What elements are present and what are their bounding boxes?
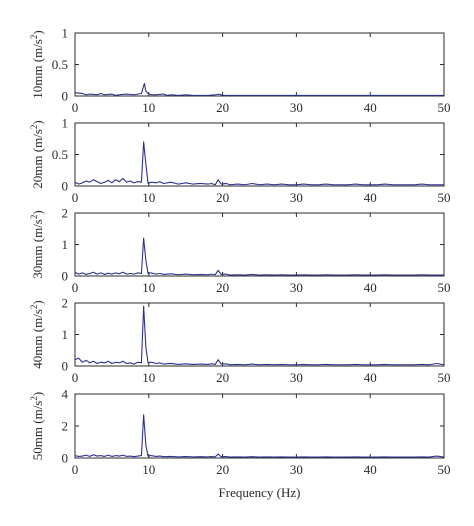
x-tick-label: 30 — [290, 462, 303, 477]
plot-frame — [74, 302, 445, 367]
x-tick-label: 10 — [142, 280, 155, 295]
y-axis-label: 10mm (m/s2) — [29, 30, 45, 98]
spectrum-line — [74, 414, 445, 458]
x-tick-label: 20 — [216, 370, 229, 385]
x-tick-label: 30 — [290, 190, 303, 205]
y-axis-label-unit-close: ) — [30, 30, 45, 34]
x-axis-label: Frequency (Hz) — [219, 485, 301, 500]
y-axis-label-text: 10mm (m/s — [30, 39, 45, 99]
x-tick-label: 50 — [438, 280, 451, 295]
x-tick-label: 0 — [72, 370, 79, 385]
y-tick-label: 0 — [62, 89, 69, 104]
x-tick-label: 20 — [216, 462, 229, 477]
spectrum-line — [74, 237, 444, 276]
y-axis-label-superscript: 2 — [29, 125, 39, 130]
x-tick-label: 0 — [72, 462, 79, 477]
y-axis-label-superscript: 2 — [29, 215, 39, 220]
y-tick-label: 1 — [62, 26, 69, 41]
x-tick-label: 40 — [364, 370, 377, 385]
y-axis-label-unit-close: ) — [30, 210, 45, 214]
x-tick-label: 50 — [438, 190, 451, 205]
y-tick-label: 0 — [62, 269, 69, 284]
y-axis-label: 50mm (m/s2) — [29, 392, 45, 460]
y-tick-label: 0 — [62, 179, 69, 194]
x-tick-label: 50 — [438, 370, 451, 385]
x-tick-label: 10 — [142, 370, 155, 385]
y-axis-label-text: 40mm (m/s — [30, 309, 45, 369]
x-tick-label: 20 — [216, 190, 229, 205]
spectrum-line — [74, 305, 445, 366]
y-axis-label: 30mm (m/s2) — [29, 210, 45, 278]
y-tick-label: 1 — [62, 116, 69, 131]
x-tick-label: 10 — [142, 100, 155, 115]
x-tick-label: 40 — [364, 462, 377, 477]
spectrum-line — [74, 82, 444, 96]
x-tick-label: 10 — [142, 462, 155, 477]
y-tick-label: 2 — [62, 296, 69, 311]
x-tick-label: 40 — [364, 280, 377, 295]
y-tick-label: 0.5 — [52, 57, 68, 72]
x-tick-label: 0 — [72, 280, 79, 295]
y-axis-label-text: 50mm (m/s — [30, 401, 45, 461]
y-axis-label-unit-close: ) — [30, 300, 45, 304]
y-axis-label-unit-close: ) — [30, 392, 45, 396]
x-tick-label: 40 — [364, 190, 377, 205]
y-axis-label-superscript: 2 — [29, 305, 39, 310]
y-tick-label: 0.5 — [52, 147, 68, 162]
plot-frame — [74, 393, 445, 459]
x-tick-label: 0 — [72, 190, 79, 205]
panel-2: 0 10 20 30 40 50 0 0.5 1 20mm (m/s2) — [29, 116, 451, 206]
y-tick-label: 2 — [62, 419, 69, 434]
y-axis-label: 20mm (m/s2) — [29, 120, 45, 188]
y-axis-label-text: 30mm (m/s — [30, 219, 45, 279]
y-tick-label: 1 — [62, 237, 69, 252]
x-tick-label: 20 — [216, 100, 229, 115]
y-tick-label: 4 — [62, 387, 69, 402]
x-tick-label: 20 — [216, 280, 229, 295]
y-tick-label: 1 — [62, 327, 69, 342]
plot-frame — [74, 32, 445, 97]
x-tick-label: 0 — [72, 100, 79, 115]
spectrum-line — [74, 141, 444, 186]
y-axis-label-text: 20mm (m/s — [30, 129, 45, 189]
y-tick-label: 0 — [62, 451, 69, 466]
x-tick-label: 30 — [290, 370, 303, 385]
y-axis-label-unit-close: ) — [30, 120, 45, 124]
panel-1: 0 10 20 30 40 50 0 0.5 1 10mm (m/s2) — [29, 26, 451, 116]
y-axis-label: 40mm (m/s2) — [29, 300, 45, 368]
x-tick-label: 30 — [290, 100, 303, 115]
plot-frame — [74, 212, 445, 277]
y-axis-label-superscript: 2 — [29, 35, 39, 40]
y-tick-label: 0 — [62, 359, 69, 374]
y-axis-label-superscript: 2 — [29, 396, 39, 401]
x-tick-label: 10 — [142, 190, 155, 205]
plot-frame — [74, 122, 445, 187]
x-tick-label: 50 — [438, 462, 451, 477]
x-tick-label: 50 — [438, 100, 451, 115]
y-tick-label: 2 — [62, 206, 69, 221]
x-tick-label: 40 — [364, 100, 377, 115]
x-tick-label: 30 — [290, 280, 303, 295]
